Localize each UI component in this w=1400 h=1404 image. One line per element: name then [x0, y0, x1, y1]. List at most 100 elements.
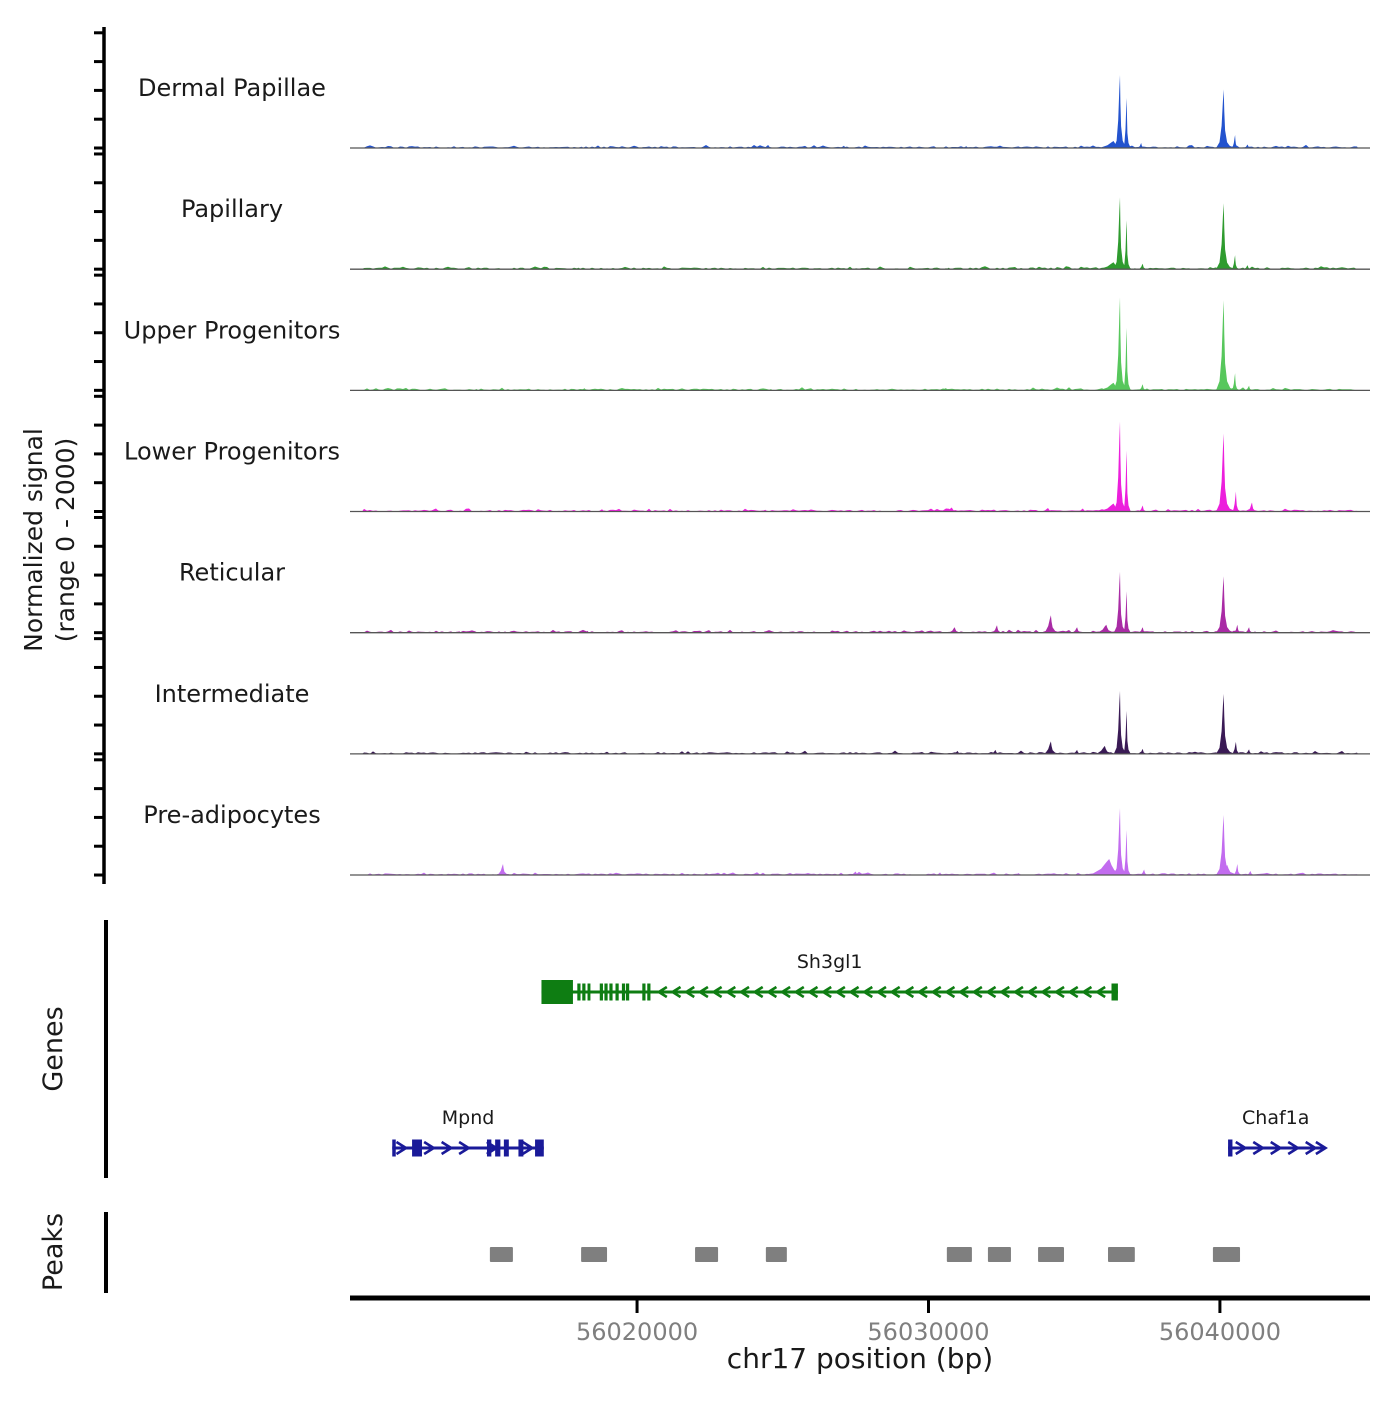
- signal-peak: [759, 145, 777, 148]
- signal-peak: [959, 146, 974, 148]
- strand-arrow-icon: [1080, 985, 1093, 999]
- signal-peak: [1230, 135, 1240, 148]
- signal-peak: [946, 627, 964, 633]
- signal-peak: [1216, 433, 1232, 512]
- signal-peak: [1091, 141, 1136, 148]
- signal-peak: [1069, 627, 1085, 633]
- strand-arrow-icon: [998, 985, 1010, 999]
- signal-peak: [1122, 327, 1131, 391]
- genes-section-label: Genes: [38, 1006, 69, 1091]
- peak-call-box: [987, 1247, 1011, 1262]
- gene-label-mpnd: Mpnd: [442, 1107, 495, 1129]
- signal-peak: [593, 509, 611, 512]
- signal-peak: [1113, 197, 1127, 270]
- strand-arrow-icon: [1252, 1140, 1266, 1156]
- signal-peak: [846, 871, 865, 875]
- strand-arrow-icon: [861, 985, 873, 999]
- signal-peak: [989, 749, 1003, 754]
- signal-peak: [990, 625, 1004, 633]
- strand-arrow-icon: [486, 1140, 499, 1156]
- signal-peak: [1113, 571, 1127, 633]
- peak-call-box: [946, 1247, 972, 1262]
- gene-sh3gl1: Sh3gl1: [541, 951, 1118, 1004]
- signal-peak: [950, 750, 965, 754]
- peak-call-box: [695, 1247, 719, 1262]
- signal-y-axis: Normalized signal (range 0 - 2000): [19, 27, 106, 884]
- signal-peak: [1241, 265, 1254, 270]
- track-label-pre-adipocytes: Pre-adipocytes: [143, 801, 320, 829]
- signal-peak: [1136, 627, 1149, 633]
- signal-peak: [1136, 384, 1149, 391]
- strand-arrow-icon: [697, 985, 709, 999]
- strand-arrow-icon: [1235, 1140, 1248, 1156]
- strand-arrow-icon: [1094, 985, 1106, 999]
- gene-exon: [625, 983, 630, 1001]
- signal-peak: [1037, 508, 1059, 512]
- gene-mpnd: Mpnd: [392, 1107, 544, 1157]
- strand-arrow-icon: [820, 985, 832, 999]
- signal-peak: [1136, 263, 1149, 270]
- signal-peak: [1091, 262, 1136, 270]
- signal-peak: [1136, 505, 1149, 512]
- signal-peak: [1241, 144, 1254, 148]
- signal-peak: [759, 631, 772, 633]
- signal-peak: [941, 267, 957, 270]
- gene-exon: [615, 983, 619, 1001]
- signal-peak: [1091, 745, 1118, 754]
- signal-peak: [937, 388, 955, 391]
- x-axis-tick-label: 56030000: [867, 1318, 989, 1346]
- y-axis-label-line2: (range 0 - 2000): [51, 438, 80, 643]
- track-label-intermediate: Intermediate: [155, 680, 310, 708]
- strand-arrow-icon: [752, 985, 764, 999]
- gene-exon: [1228, 1139, 1233, 1157]
- strand-arrow-icon: [521, 1140, 535, 1156]
- signal-peak: [1216, 203, 1232, 270]
- strand-arrow-icon: [1305, 1140, 1318, 1156]
- gene-exon: [621, 983, 626, 1001]
- strand-arrow-icon: [1067, 985, 1079, 999]
- signal-peak: [1113, 421, 1127, 512]
- strand-arrow-icon: [930, 985, 942, 999]
- signal-peak: [1013, 873, 1025, 875]
- track-intermediate: Intermediate: [155, 680, 1370, 755]
- signal-peak: [1231, 491, 1241, 512]
- signal-peak: [1216, 89, 1232, 148]
- gene-exon: [582, 983, 586, 1001]
- strand-arrow-icon: [1287, 1140, 1301, 1156]
- gene-exon: [587, 983, 591, 1001]
- peak-call-box: [765, 1247, 787, 1262]
- gene-exon: [535, 1139, 544, 1157]
- y-axis-label-line1: Normalized signal: [19, 428, 48, 652]
- signal-peak: [1230, 255, 1240, 270]
- signal-peak: [1113, 297, 1127, 391]
- gene-exon: [577, 983, 581, 1001]
- signal-peak: [1136, 748, 1149, 754]
- signal-peak: [1136, 143, 1147, 148]
- signal-peak: [758, 509, 773, 512]
- strand-arrow-icon: [458, 1140, 472, 1156]
- track-label-papillary: Papillary: [181, 195, 283, 223]
- strand-arrow-icon: [1012, 985, 1024, 999]
- strand-arrow-icon: [875, 985, 887, 999]
- strand-arrow-icon: [711, 985, 723, 999]
- peak-call-box: [581, 1247, 608, 1262]
- genes-section: Genes Sh3gl1 Mpnd Chaf1a: [38, 920, 1328, 1178]
- gene-chaf1a: Chaf1a: [1228, 1107, 1328, 1157]
- signal-peak: [1230, 741, 1241, 754]
- gene-label-sh3gl1: Sh3gl1: [797, 951, 863, 973]
- strand-arrow-icon: [793, 985, 805, 999]
- signal-peak: [1245, 502, 1259, 512]
- strand-arrow-icon: [807, 985, 819, 999]
- genomic-x-axis: 56020000 56030000 56040000 chr17 position (…: [350, 1295, 1370, 1375]
- signal-peak: [1243, 385, 1255, 391]
- peak-call-box: [1038, 1247, 1064, 1262]
- track-dermal-papillae: Dermal Papillae: [138, 74, 1370, 149]
- gene-exon: [599, 983, 603, 1001]
- strand-arrow-icon: [656, 985, 668, 999]
- signal-peak: [1041, 615, 1061, 633]
- signal-peak: [1232, 864, 1243, 875]
- signal-peak: [1216, 815, 1232, 875]
- gene-exon: [518, 1139, 524, 1157]
- strand-arrow-icon: [971, 985, 983, 999]
- signal-peak: [1216, 300, 1232, 391]
